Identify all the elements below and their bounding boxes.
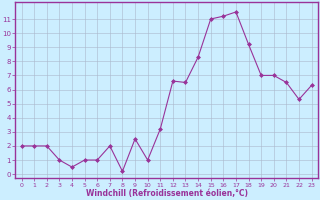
- X-axis label: Windchill (Refroidissement éolien,°C): Windchill (Refroidissement éolien,°C): [85, 189, 248, 198]
